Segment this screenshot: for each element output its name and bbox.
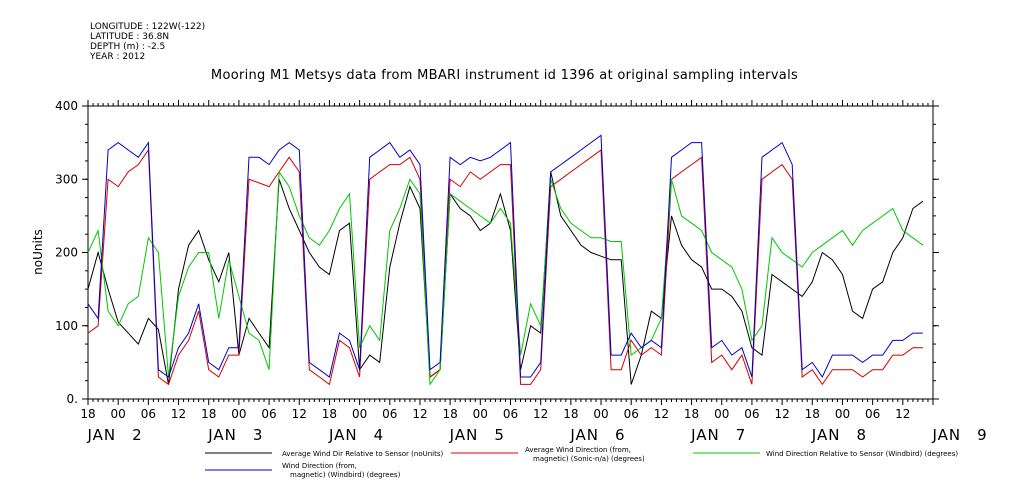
x-hour-label: 12 [533,407,548,421]
x-hour-label: 06 [141,407,156,421]
y-tick-label: 0. [67,392,78,406]
x-day-month-label: JAN [569,426,599,444]
x-day-month-label: JAN [449,426,479,444]
x-hour-label: 12 [412,407,427,421]
x-hour-label: 06 [744,407,759,421]
x-day-number-label: 2 [132,426,143,444]
series-group [87,134,924,386]
x-hour-label: 18 [80,407,95,421]
series-line [87,170,924,386]
x-hour-label: 18 [322,407,337,421]
legend-label: Average Wind Direction (from, [525,446,631,454]
x-hour-label: 18 [805,407,820,421]
x-hour-label: 00 [593,407,608,421]
y-tick-label: 200 [55,246,78,260]
legend-label: Average Wind Dir Relative to Sensor (noU… [282,450,443,458]
series-line [87,171,924,385]
x-hour-label: 06 [624,407,639,421]
x-hour-label: 12 [654,407,669,421]
x-hour-label: 00 [231,407,246,421]
x-day-month-label: JAN [207,426,237,444]
x-hour-label: 00 [111,407,126,421]
x-day-month-label: JAN [932,426,962,444]
series-line [87,134,923,379]
y-tick-label: 100 [55,319,78,333]
x-hour-label: 00 [714,407,729,421]
x-hour-label: 06 [261,407,276,421]
x-hour-label: 18 [201,407,216,421]
longitude-label: LONGITUDE : 122W(-122) [90,22,206,32]
x-day-month-label: JAN [328,426,358,444]
x-hour-label: 12 [895,407,910,421]
x-hour-label: 18 [684,407,699,421]
chart-title: Mooring M1 Metsys data from MBARI instru… [210,68,799,83]
x-day-month-label: JAN [87,426,117,444]
x-hour-label: 12 [171,407,186,421]
latitude-label: LATITUDE : 36.8N [90,32,170,42]
x-day-month-label: JAN [690,426,720,444]
depth-label: DEPTH (m) : -2.5 [90,42,166,52]
x-hour-label: 12 [292,407,307,421]
x-day-number-label: 4 [374,426,385,444]
x-hour-label: 06 [503,407,518,421]
x-hour-label: 18 [563,407,578,421]
x-hour-label: 00 [352,407,367,421]
x-day-number-label: 6 [615,426,626,444]
x-day-number-label: 8 [856,426,867,444]
x-hour-label: 06 [865,407,880,421]
x-day-number-label: 3 [253,426,264,444]
year-label: YEAR : 2012 [90,52,146,62]
legend: Average Wind Dir Relative to Sensor (noU… [205,446,958,479]
y-axis-label: noUnits [31,229,45,275]
x-hour-label: 12 [774,407,789,421]
y-tick-label: 400 [55,99,78,113]
y-tick-label: 300 [55,172,78,186]
x-hour-label: 18 [443,407,458,421]
x-day-month-label: JAN [811,426,841,444]
x-hour-label: 00 [473,407,488,421]
legend-label: Wind Direction Relative to Sensor (Windb… [766,450,958,458]
legend-label: magnetic) (Windbird) (degrees) [290,471,401,479]
series-line [87,148,923,386]
legend-label: magnetic) (Sonic-n/a) (degrees) [533,455,645,463]
metadata-block: LONGITUDE : 122W(-122) LATITUDE : 36.8N … [90,22,205,62]
x-day-number-label: 5 [494,426,505,444]
x-hour-label: 00 [835,407,850,421]
legend-label: Wind Direction (from, [282,462,357,470]
x-hour-label: 06 [382,407,397,421]
x-day-number-label: 7 [736,426,747,444]
x-day-number-label: 9 [977,426,988,444]
